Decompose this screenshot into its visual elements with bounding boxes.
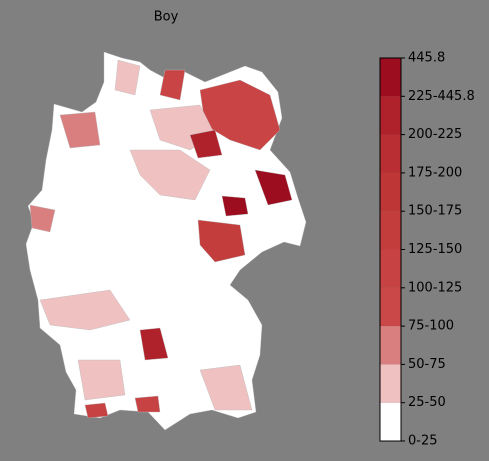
region <box>221 195 249 217</box>
region <box>29 204 56 233</box>
region <box>59 111 101 149</box>
colorbar-label: 50-75 <box>408 357 446 372</box>
colorbar-segment <box>380 287 401 327</box>
region <box>254 169 293 206</box>
colorbar: 0-25 25-50 50-75 75-100 100-125 125-150 150-17… <box>379 51 475 449</box>
colorbar-segment <box>380 402 401 441</box>
region <box>134 395 161 413</box>
region <box>39 289 131 331</box>
region <box>189 129 223 159</box>
colorbar-segment <box>380 326 401 365</box>
region <box>77 359 126 401</box>
colorbar-segment <box>380 134 401 173</box>
region <box>199 364 253 411</box>
colorbar-segment <box>380 58 401 97</box>
colorbar-label: 200-225 <box>408 127 462 142</box>
colorbar-segment <box>380 211 401 250</box>
colorbar-label: 25-50 <box>408 395 446 410</box>
colorbar-label: 125-150 <box>408 242 462 257</box>
country-shape <box>25 51 307 431</box>
region <box>159 69 186 101</box>
colorbar-label: 175-200 <box>408 165 462 180</box>
colorbar-label: 225-445.8 <box>408 89 475 104</box>
region <box>139 327 169 361</box>
colorbar-label: 0-25 <box>408 434 438 449</box>
map-title: Boy <box>154 10 179 25</box>
colorbar-segment <box>380 249 401 288</box>
colorbar-label: 100-125 <box>408 280 462 295</box>
colorbar-label: 445.8 <box>408 51 445 66</box>
region <box>114 59 141 96</box>
region <box>197 219 246 263</box>
colorbar-label: 150-175 <box>408 204 462 219</box>
region <box>129 149 211 201</box>
colorbar-segment <box>380 172 401 212</box>
germany-map <box>25 51 307 431</box>
colorbar-segment <box>380 364 401 403</box>
region <box>84 402 109 419</box>
colorbar-segment <box>380 96 401 135</box>
colorbar-label: 75-100 <box>408 319 454 334</box>
